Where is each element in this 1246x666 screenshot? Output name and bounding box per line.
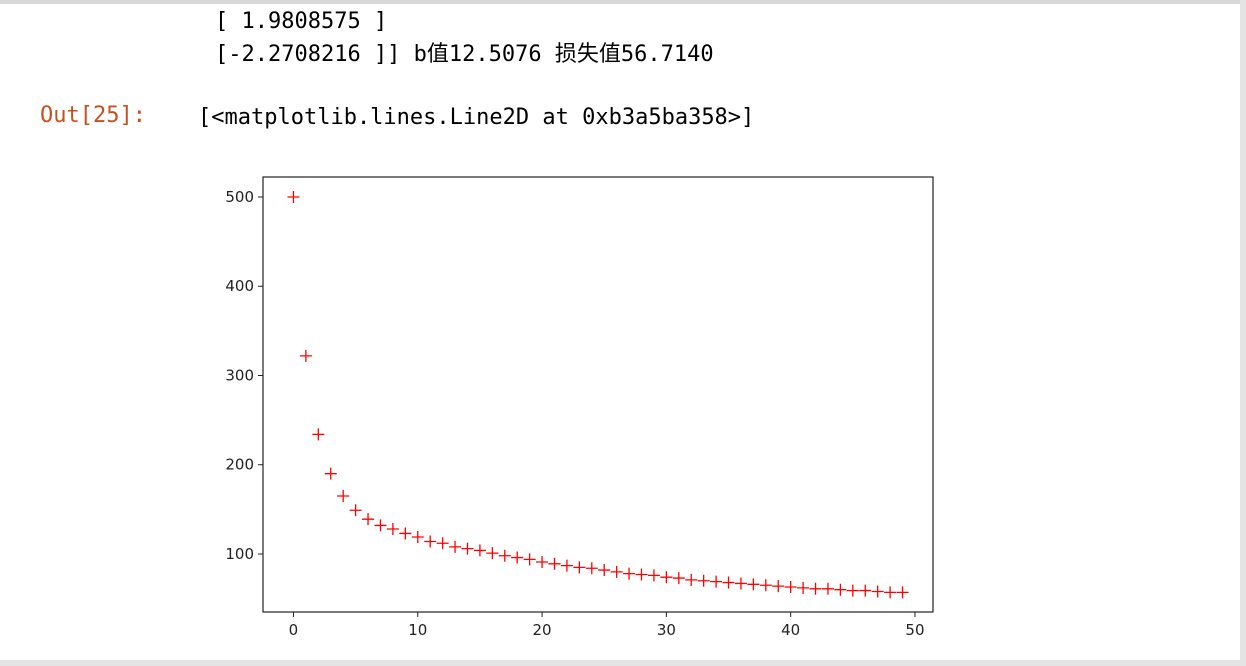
plot: 100 200 300 400 500 0 10 20 30 40 50 [225, 176, 934, 639]
x-tick-label: 10 [408, 621, 427, 639]
point [809, 582, 822, 595]
point [411, 531, 424, 544]
point [784, 581, 797, 594]
point [747, 578, 760, 591]
output-line: [ 1.9808575 ] [215, 9, 387, 34]
point [610, 565, 623, 578]
x-tick-label: 30 [657, 621, 676, 639]
x-tick-label: 20 [533, 621, 552, 639]
result-repr: [<matplotlib.lines.Line2D at 0xb3a5ba358… [198, 105, 754, 130]
point [623, 567, 636, 580]
point [461, 542, 474, 555]
point [436, 537, 449, 550]
top-edge [0, 0, 1246, 4]
point [560, 559, 573, 572]
point [536, 556, 549, 569]
point [386, 522, 399, 535]
point [324, 467, 337, 480]
y-tick-label: 100 [225, 545, 254, 563]
point [449, 540, 462, 553]
point [486, 547, 499, 560]
point [573, 561, 586, 574]
point [299, 349, 312, 362]
point [511, 551, 524, 564]
point [635, 568, 648, 581]
point [772, 580, 785, 593]
bottom-edge [0, 660, 1246, 666]
y-tick-label: 300 [225, 366, 254, 384]
point [598, 564, 611, 577]
point [871, 585, 884, 598]
point [859, 584, 872, 597]
point [548, 557, 561, 570]
point [821, 582, 834, 595]
y-tick-label: 200 [225, 456, 254, 474]
x-tick-label: 40 [781, 621, 800, 639]
right-edge [1240, 0, 1246, 666]
y-tick-label: 400 [225, 277, 254, 295]
point [362, 513, 375, 526]
point [660, 571, 673, 584]
point [399, 527, 412, 540]
point [523, 553, 536, 566]
axes-frame [262, 176, 934, 613]
point [722, 576, 735, 589]
point [697, 574, 710, 587]
point [834, 583, 847, 596]
point [337, 489, 350, 502]
point [287, 190, 300, 203]
y-tick-label: 500 [225, 188, 254, 206]
point [312, 428, 325, 441]
point [797, 581, 810, 594]
point [846, 584, 859, 597]
point [585, 562, 598, 575]
point [710, 575, 723, 588]
point [473, 544, 486, 557]
point [498, 549, 511, 562]
out-prompt: Out[25]: [40, 103, 146, 128]
point [672, 572, 685, 585]
point [374, 519, 387, 532]
x-tick-label: 0 [289, 621, 299, 639]
output-line: [-2.2708216 ]] b值12.5076 损失值56.7140 [215, 42, 714, 67]
point [685, 573, 698, 586]
x-tick-label: 50 [905, 621, 924, 639]
point [424, 535, 437, 548]
point [734, 577, 747, 590]
point [349, 504, 362, 517]
point [759, 579, 772, 592]
point [896, 586, 909, 599]
point [884, 586, 897, 599]
point [647, 569, 660, 582]
